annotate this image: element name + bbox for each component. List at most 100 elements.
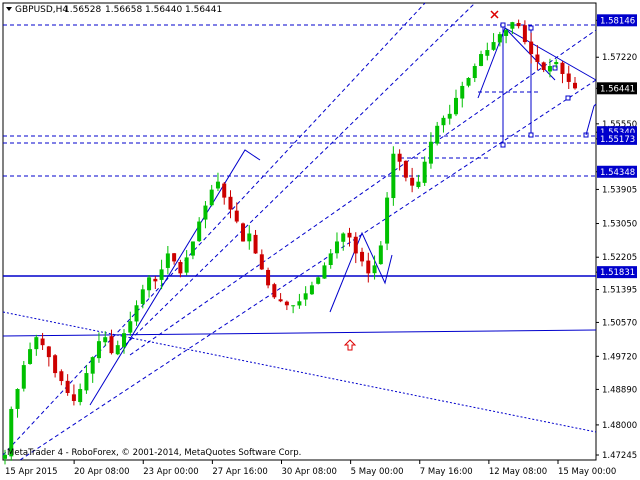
candle-body (472, 66, 477, 79)
candle-body (497, 34, 502, 43)
candle-body (215, 181, 220, 189)
candle-body (266, 269, 271, 286)
candle-body (115, 345, 120, 355)
candle-body (147, 277, 152, 291)
analysis-drawings (2, 2, 597, 461)
plot-area[interactable] (2, 2, 597, 461)
candle-body (360, 251, 365, 262)
candle-body (309, 285, 314, 295)
time-axis: 15 Apr 2015 20 Apr 08:00 23 Apr 00:00 27 Ap… (4, 460, 616, 477)
candle-body (134, 305, 139, 322)
header-close: 1.56441 (185, 5, 222, 15)
candle-body (53, 355, 58, 374)
candle-body (353, 236, 358, 254)
y-tick-label: 1.52205 (602, 253, 637, 263)
channel-line-upper (2, 2, 426, 456)
marker-box-3 (528, 25, 534, 31)
y-tick-label: 1.49720 (602, 352, 637, 362)
candle-body (485, 50, 490, 56)
header-high: 1.56658 (105, 5, 142, 15)
candle-body (34, 337, 39, 350)
wave-pattern-1 (89, 149, 261, 406)
candle-body (322, 265, 327, 279)
candle-body (190, 241, 195, 256)
price-tag-bg (597, 165, 637, 178)
candle-body (15, 389, 20, 409)
y-tick-label: 1.50570 (602, 318, 637, 328)
candle-body (178, 261, 183, 274)
channel-line-bottom (129, 29, 597, 356)
candle-body (90, 357, 95, 374)
candle-body (334, 241, 339, 254)
x-tick-label: 5 May 00:00 (351, 467, 404, 477)
candle-body (272, 284, 277, 298)
candle-body (366, 260, 371, 274)
x-tick-label: 23 Apr 00:00 (143, 467, 198, 477)
candle-body (28, 349, 33, 364)
header-open: 1.56528 (64, 5, 101, 15)
candle-body (541, 62, 546, 70)
y-tick-label: 1.48000 (602, 421, 637, 431)
candle-body (140, 289, 145, 304)
candle-body (385, 197, 390, 244)
candle-body (535, 54, 540, 63)
x-tick-label: 30 Apr 08:00 (282, 467, 337, 477)
candle-body (428, 141, 433, 164)
candle-body (522, 25, 527, 43)
candle-body (159, 269, 164, 280)
x-tick-label: 15 May 00:00 (558, 467, 616, 477)
candle-body (510, 22, 515, 29)
candle-body (71, 394, 76, 401)
candle-body (347, 232, 352, 238)
x-tick-label: 12 May 08:00 (489, 467, 547, 477)
candle-body (547, 66, 552, 72)
candle-body (184, 257, 189, 273)
price-tag-label: 1.55173 (600, 135, 635, 145)
candle-body (441, 117, 446, 126)
candle-body (122, 333, 127, 347)
candle-body (573, 82, 577, 89)
candle-body (96, 341, 101, 359)
price-tags: 1.581461.564411.553401.551731.543481.518… (597, 14, 637, 279)
candle-body (479, 54, 484, 66)
candle-body (153, 278, 158, 282)
up-arrow-marker (343, 339, 357, 351)
y-tick-label: 1.48890 (602, 385, 637, 395)
candle-body (504, 30, 509, 36)
marker-box-6 (565, 95, 571, 101)
candle-body (560, 62, 565, 74)
candle-body (328, 253, 333, 265)
candle-body (40, 338, 45, 346)
candles (3, 19, 577, 465)
dropdown-triangle-icon (6, 7, 12, 11)
forecast-line (585, 103, 597, 136)
candle-body (378, 245, 383, 265)
horizontal-support (2, 329, 597, 337)
candle-body (59, 371, 64, 382)
candle-body (554, 62, 559, 65)
candle-body (303, 293, 308, 300)
y-tick-label: 1.53905 (602, 185, 637, 195)
candle-body (197, 221, 202, 242)
y-tick-label: 1.47245 (602, 451, 637, 461)
header-low: 1.56440 (145, 5, 182, 15)
candle-body (241, 223, 246, 242)
footer-copyright: MetaTrader 4 - RoboForex, © 2001-2014, M… (7, 448, 301, 458)
candle-body (203, 205, 208, 220)
price-tag-label: 1.54348 (600, 168, 635, 178)
candle-body (247, 233, 252, 242)
candle-body (259, 254, 264, 270)
x-tick-label: 15 Apr 2015 (5, 467, 58, 477)
candle-body (46, 346, 51, 358)
top-x-marker (490, 10, 499, 19)
candle-body (165, 253, 170, 268)
price-tag-bg (597, 266, 637, 279)
x-tick-label: 7 May 16:00 (420, 467, 473, 477)
y-tick-label: 1.51395 (602, 286, 637, 296)
candle-body (491, 42, 496, 50)
candle-body (278, 299, 283, 302)
marker-box-5 (552, 65, 558, 71)
candle-body (234, 210, 239, 222)
candle-body (416, 181, 421, 188)
